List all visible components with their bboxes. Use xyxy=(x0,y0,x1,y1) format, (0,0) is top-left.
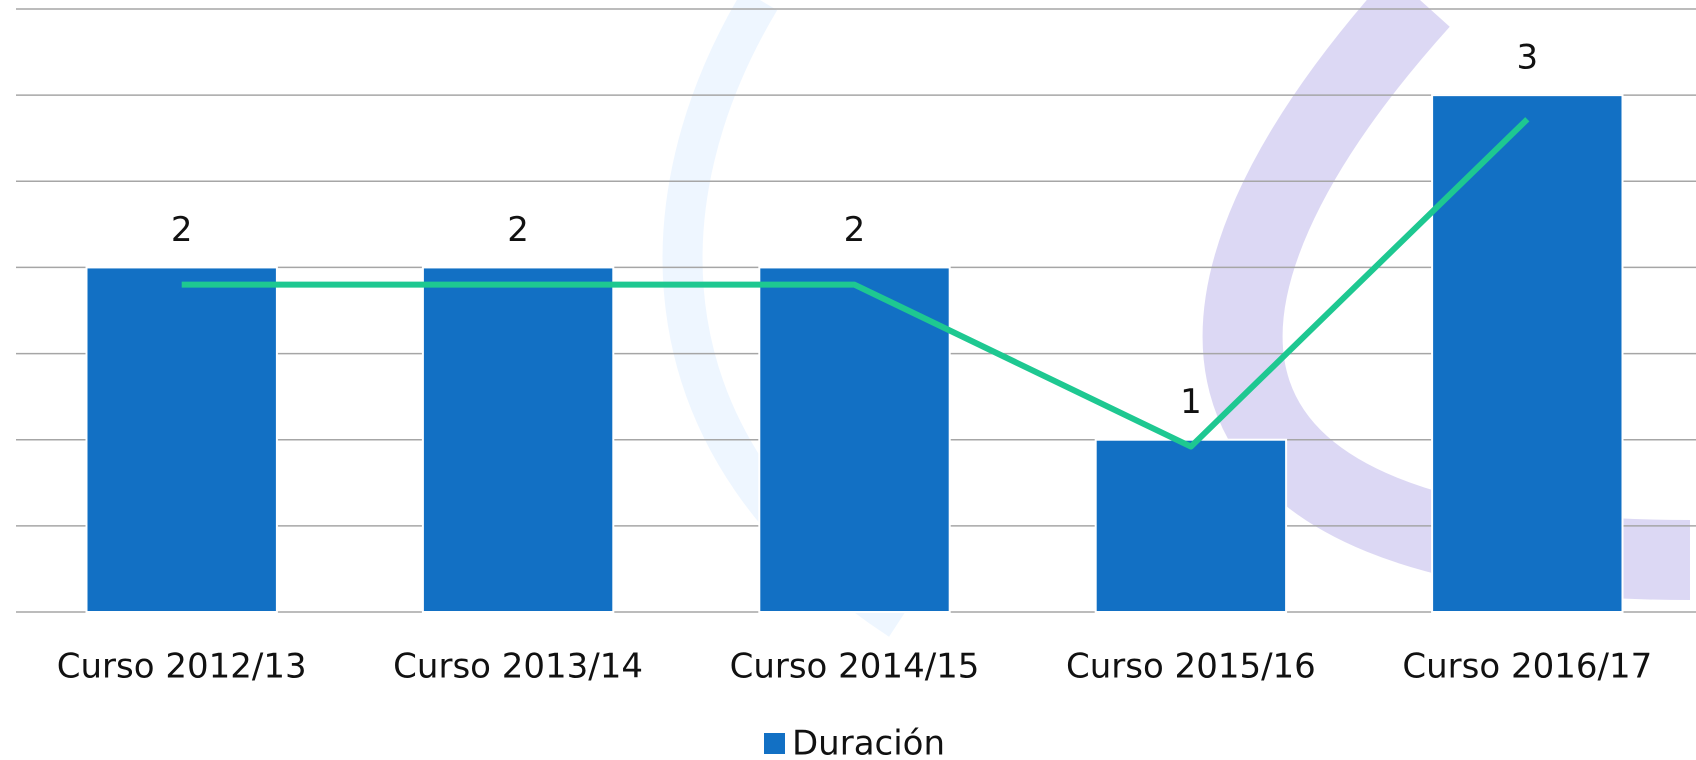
x-tick-label: Curso 2016/17 xyxy=(1402,647,1652,687)
bar xyxy=(421,266,615,613)
legend-label: Duración xyxy=(792,724,945,760)
x-tick-label: Curso 2015/16 xyxy=(1066,647,1316,687)
bar xyxy=(1094,438,1288,614)
x-tick-label: Curso 2012/13 xyxy=(57,647,307,687)
bar xyxy=(1431,94,1624,613)
x-tick-label: Curso 2013/14 xyxy=(393,647,643,687)
data-label: 2 xyxy=(171,210,193,250)
bar xyxy=(85,266,278,613)
trend-line xyxy=(181,117,1530,450)
x-tick-label: Curso 2014/15 xyxy=(730,647,980,687)
data-label: 2 xyxy=(844,210,866,250)
legend-swatch xyxy=(764,733,785,754)
bar xyxy=(758,266,951,613)
data-label: 2 xyxy=(507,210,529,250)
data-label: 3 xyxy=(1516,38,1538,78)
data-label: 1 xyxy=(1180,382,1202,422)
